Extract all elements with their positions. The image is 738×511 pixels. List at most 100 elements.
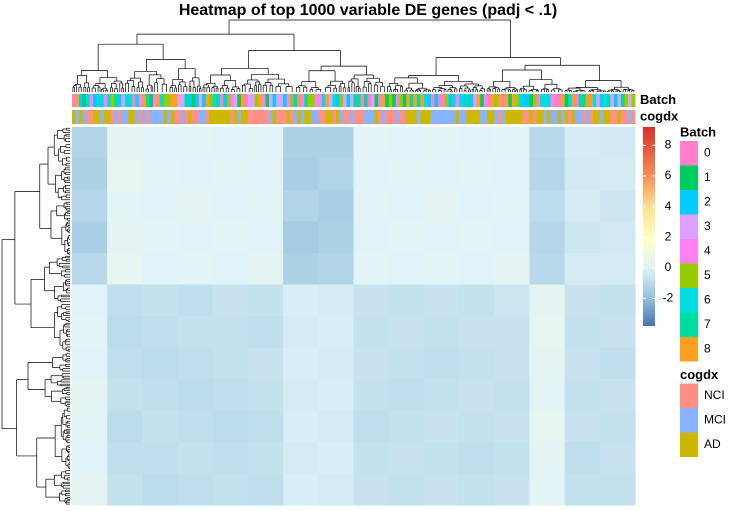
heatmap-cell <box>283 158 319 191</box>
heatmap-cell <box>388 284 425 317</box>
annotation-cell <box>272 94 277 107</box>
heatmap-cell <box>599 284 636 317</box>
heatmap-cell <box>353 379 390 411</box>
annotation-cell <box>188 110 193 124</box>
annotation-cell <box>462 110 467 124</box>
annotation-cell <box>423 94 428 107</box>
annotation-cell <box>128 94 133 107</box>
heatmap-cell <box>564 190 601 222</box>
heatmap-cell <box>318 316 354 348</box>
annotation-cell <box>582 94 587 107</box>
annotation-cell <box>441 94 446 107</box>
heatmap-cell <box>283 190 319 222</box>
heatmap-cell <box>423 190 460 222</box>
annotation-cell <box>371 110 376 124</box>
heatmap-cell <box>529 316 566 348</box>
annotation-cell <box>304 94 309 107</box>
heatmap-cell <box>177 442 214 474</box>
annotation-cell <box>550 94 555 107</box>
heatmap-cell <box>564 221 601 254</box>
heatmap-cell <box>107 158 143 191</box>
annotation-cell <box>244 110 249 124</box>
annotation-cell <box>444 110 449 124</box>
annotation-cell <box>504 110 509 124</box>
annotation-cell <box>152 110 157 124</box>
heatmap-cell <box>142 284 179 317</box>
annotation-cell <box>170 110 175 124</box>
heatmap-cell <box>388 221 425 254</box>
heatmap-cell <box>212 190 249 222</box>
annotation-cell <box>483 94 488 107</box>
annotation-cell <box>374 110 379 124</box>
annotation-cell <box>205 110 210 124</box>
annotation-cell <box>188 94 193 107</box>
heatmap-cell <box>599 127 636 159</box>
heatmap-cell <box>529 158 566 191</box>
heatmap-cell <box>423 473 460 506</box>
annotation-cell <box>96 94 101 107</box>
heatmap-cell <box>564 284 601 317</box>
annotation-cell <box>251 110 256 124</box>
annotation-cell <box>420 94 425 107</box>
annotation-cell <box>198 94 203 107</box>
colorbar-tick-label: 4 <box>665 199 672 213</box>
legend-swatch <box>680 337 698 362</box>
heatmap-cell <box>423 379 460 411</box>
annotation-cell <box>276 94 281 107</box>
heatmap-cell <box>459 190 495 222</box>
heatmap-cell <box>599 221 636 254</box>
annotation-cell <box>360 110 365 124</box>
annotation-cell <box>357 94 361 107</box>
legend-label: 2 <box>704 194 711 208</box>
annotation-cell <box>121 110 126 124</box>
dendrograms <box>1 19 635 505</box>
annotation-cell <box>437 94 442 107</box>
annotation-cell <box>522 94 527 107</box>
annotation-cell <box>378 110 383 124</box>
heatmap-cell <box>423 127 460 159</box>
annotation-cell <box>388 110 393 124</box>
annotation-cell <box>100 94 105 107</box>
annotation-cell <box>195 110 200 124</box>
annotation-cell <box>620 94 625 107</box>
heatmap-cell <box>459 410 495 443</box>
heatmap-cell <box>177 316 214 348</box>
annotation-cell <box>205 94 210 107</box>
heatmap-cell <box>318 410 354 443</box>
annotation-cell <box>198 110 203 124</box>
annotation-cell <box>93 110 98 124</box>
annotation-cell <box>240 110 245 124</box>
heatmap-cell <box>494 473 530 506</box>
annotation-cell <box>349 94 354 107</box>
annotation-cell <box>406 110 411 124</box>
heatmap-cell <box>529 442 566 474</box>
annotation-cell <box>589 110 594 124</box>
annotation-cell <box>226 110 231 124</box>
heatmap-cell <box>423 347 460 380</box>
annotation-cell <box>547 110 551 124</box>
heatmap-cell <box>459 221 495 254</box>
heatmap-cell <box>529 253 566 285</box>
annotation-cell <box>79 94 83 107</box>
heatmap-cell <box>599 253 636 285</box>
annotation-cell <box>202 110 207 124</box>
annotation-cell <box>610 94 615 107</box>
heatmap-cell <box>599 158 636 191</box>
annotation-cell <box>233 110 238 124</box>
annotation-cell <box>557 94 562 107</box>
annotation-cell <box>624 110 629 124</box>
heatmap-cell <box>72 190 108 222</box>
heatmap-cell <box>388 127 425 159</box>
heatmap-cell <box>107 379 143 411</box>
heatmap-cell <box>142 127 179 159</box>
annotation-cell <box>265 110 270 124</box>
heatmap-cell <box>423 158 460 191</box>
annotation-cell <box>209 94 214 107</box>
annotation-cell <box>93 94 98 107</box>
heatmap-cell <box>423 221 460 254</box>
annotation-cell <box>82 94 87 107</box>
heatmap-cell <box>72 473 108 506</box>
annotation-cell <box>508 94 513 107</box>
heatmap-cell <box>388 473 425 506</box>
annotation-cell <box>402 94 407 107</box>
